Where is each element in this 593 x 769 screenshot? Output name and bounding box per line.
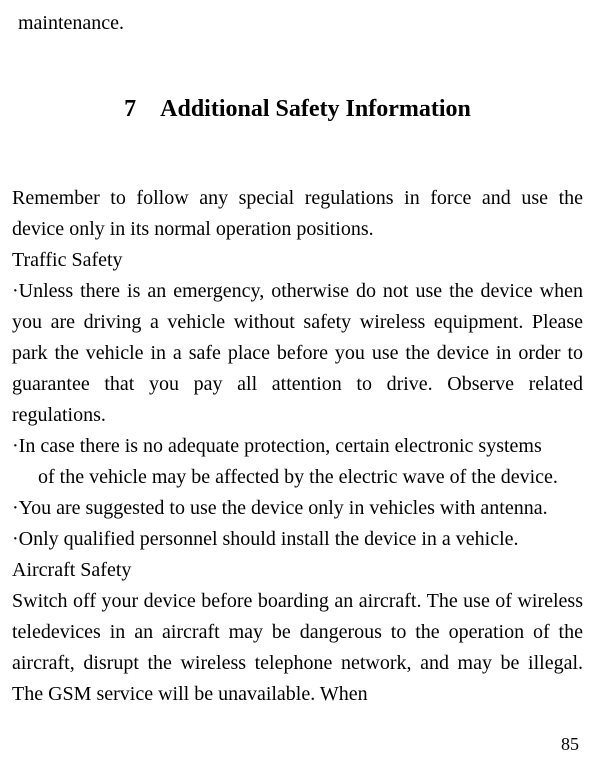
body-paragraph: Traffic Safety [12,245,583,276]
chapter-number: 7 [124,96,136,123]
body-paragraph: Remember to follow any special regulatio… [12,183,583,245]
body-paragraph: ·Only qualified personnel should install… [12,524,583,555]
chapter-title: Additional Safety Information [160,96,471,122]
body-paragraph: of the vehicle may be affected by the el… [12,462,583,493]
previous-page-fragment: maintenance. [18,8,583,38]
page-container: maintenance. 7 Additional Safety Informat… [0,0,593,710]
body-content: Remember to follow any special regulatio… [12,183,583,710]
page-number: 85 [561,734,579,755]
body-paragraph: Aircraft Safety [12,555,583,586]
body-paragraph: ·Unless there is an emergency, otherwise… [12,276,583,431]
body-paragraph: ·In case there is no adequate protection… [12,431,583,462]
body-paragraph: ·You are suggested to use the device onl… [12,493,583,524]
chapter-heading: 7 Additional Safety Information [12,96,583,123]
body-paragraph: Switch off your device before boarding a… [12,586,583,710]
